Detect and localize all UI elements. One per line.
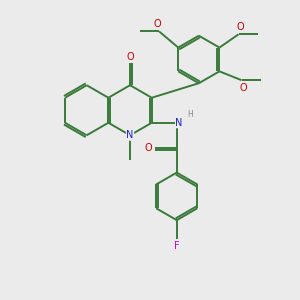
Text: O: O	[154, 19, 161, 29]
Text: O: O	[239, 82, 247, 92]
Text: N: N	[176, 118, 183, 128]
Text: H: H	[187, 110, 193, 119]
Text: F: F	[174, 241, 180, 251]
Text: O: O	[236, 22, 244, 32]
Text: N: N	[126, 130, 134, 140]
Text: O: O	[126, 52, 134, 62]
Text: O: O	[144, 143, 152, 153]
